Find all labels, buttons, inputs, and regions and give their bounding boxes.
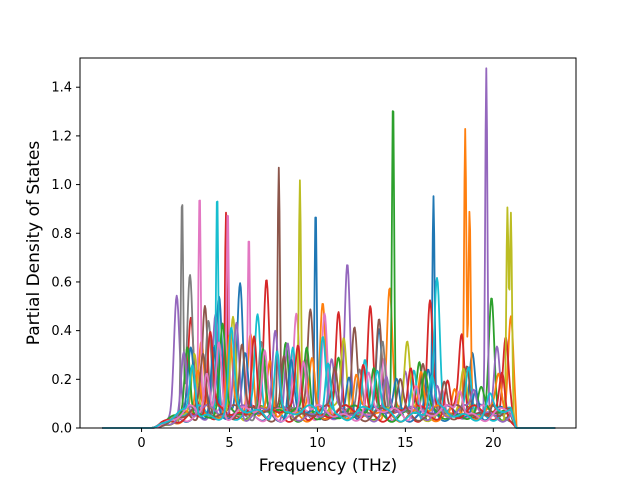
y-axis-label: Partial Density of States bbox=[24, 141, 44, 346]
y-tick-label: 1.2 bbox=[51, 129, 72, 144]
x-axis-label: Frequency (THz) bbox=[259, 456, 398, 476]
x-tick-label: 5 bbox=[225, 436, 233, 451]
y-tick-label: 0.8 bbox=[51, 227, 72, 242]
y-axis: 0.0 0.2 0.4 0.6 0.8 1.0 1.2 1.4 bbox=[51, 81, 80, 437]
y-tick-label: 0.6 bbox=[51, 275, 72, 290]
x-tick-label: 0 bbox=[137, 436, 145, 451]
series-layer bbox=[102, 67, 556, 429]
y-tick-label: 0.2 bbox=[51, 373, 72, 388]
plot-frame bbox=[79, 57, 577, 429]
x-tick-label: 10 bbox=[309, 436, 326, 451]
series-line-17 bbox=[102, 341, 556, 429]
y-tick-label: 0.0 bbox=[51, 422, 72, 437]
y-tick-label: 1.0 bbox=[51, 178, 72, 193]
x-axis: 0 5 10 15 20 bbox=[137, 428, 502, 451]
y-tick-label: 1.4 bbox=[51, 81, 72, 96]
y-tick-label: 0.4 bbox=[51, 324, 72, 339]
x-tick-label: 20 bbox=[485, 436, 502, 451]
x-tick-label: 15 bbox=[397, 436, 414, 451]
series-line-18 bbox=[102, 326, 556, 429]
